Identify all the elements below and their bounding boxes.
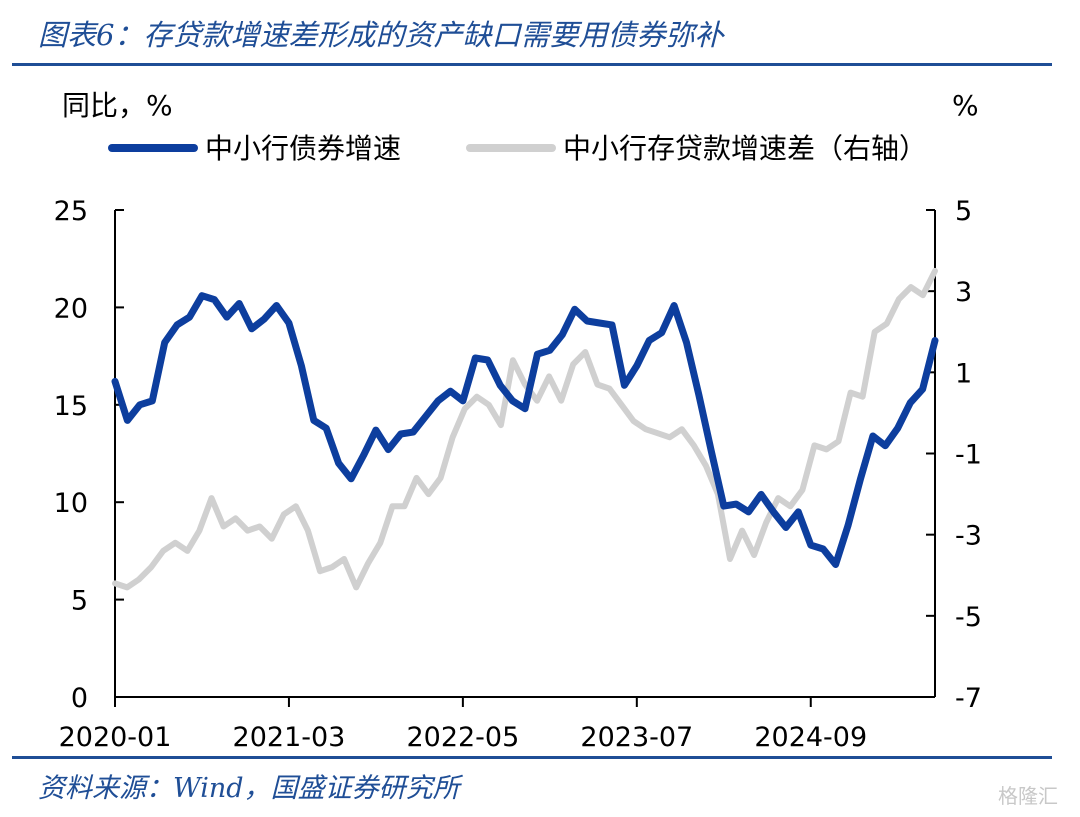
title-rule — [12, 63, 1052, 66]
y-right-tick-label: 5 — [955, 196, 972, 227]
series-line-deposit-loan-gap — [112, 267, 938, 591]
legend-label: 中小行存贷款增速差（右轴） — [563, 132, 927, 165]
y-right-axis-label: % — [952, 89, 979, 122]
chart-canvas: 同比，% % 中小行债券增速 中小行存贷款增速差（右轴） 0510152025-7… — [54, 89, 982, 753]
chart-title: 图表6：存贷款增速差形成的资产缺口需要用债券弥补 — [38, 18, 724, 52]
y-left-tick-label: 15 — [54, 391, 88, 422]
watermark: 格隆汇 — [998, 784, 1058, 808]
y-right-tick-label: -1 — [955, 440, 982, 471]
y-left-tick-label: 10 — [54, 488, 88, 519]
y-left-tick-label: 0 — [71, 683, 88, 714]
x-tick-label: 2023-07 — [580, 722, 693, 753]
y-left-tick-label: 25 — [54, 196, 88, 227]
y-right-tick-label: 1 — [955, 358, 972, 389]
source-rule — [12, 756, 1052, 759]
y-right-tick-label: -7 — [955, 683, 982, 714]
x-tick-label: 2024-09 — [754, 722, 867, 753]
source-note: 资料来源：Wind，国盛证券研究所 — [38, 773, 460, 804]
axes: 0 5 10 15 20 25 -7 -5 -3 -1 1 3 5 2020-01 2021-03 2022-… — [54, 196, 982, 753]
y-left-tick-label: 5 — [71, 586, 88, 617]
y-right-tick-label: -5 — [955, 602, 982, 633]
plot-lines — [111, 267, 939, 591]
x-tick-label: 2020-01 — [59, 722, 172, 753]
series-line-bond-growth — [111, 292, 939, 568]
y-right-tick-label: -3 — [955, 521, 982, 552]
legend-label: 中小行债券增速 — [205, 132, 401, 165]
legend: 中小行债券增速 中小行存贷款增速差（右轴） — [108, 132, 927, 165]
y-left-axis-label: 同比，% — [62, 89, 173, 122]
y-right-tick-label: 3 — [955, 277, 972, 308]
y-left-tick-label: 20 — [54, 293, 88, 324]
x-tick-label: 2021-03 — [233, 722, 346, 753]
x-tick-label: 2022-05 — [406, 722, 519, 753]
